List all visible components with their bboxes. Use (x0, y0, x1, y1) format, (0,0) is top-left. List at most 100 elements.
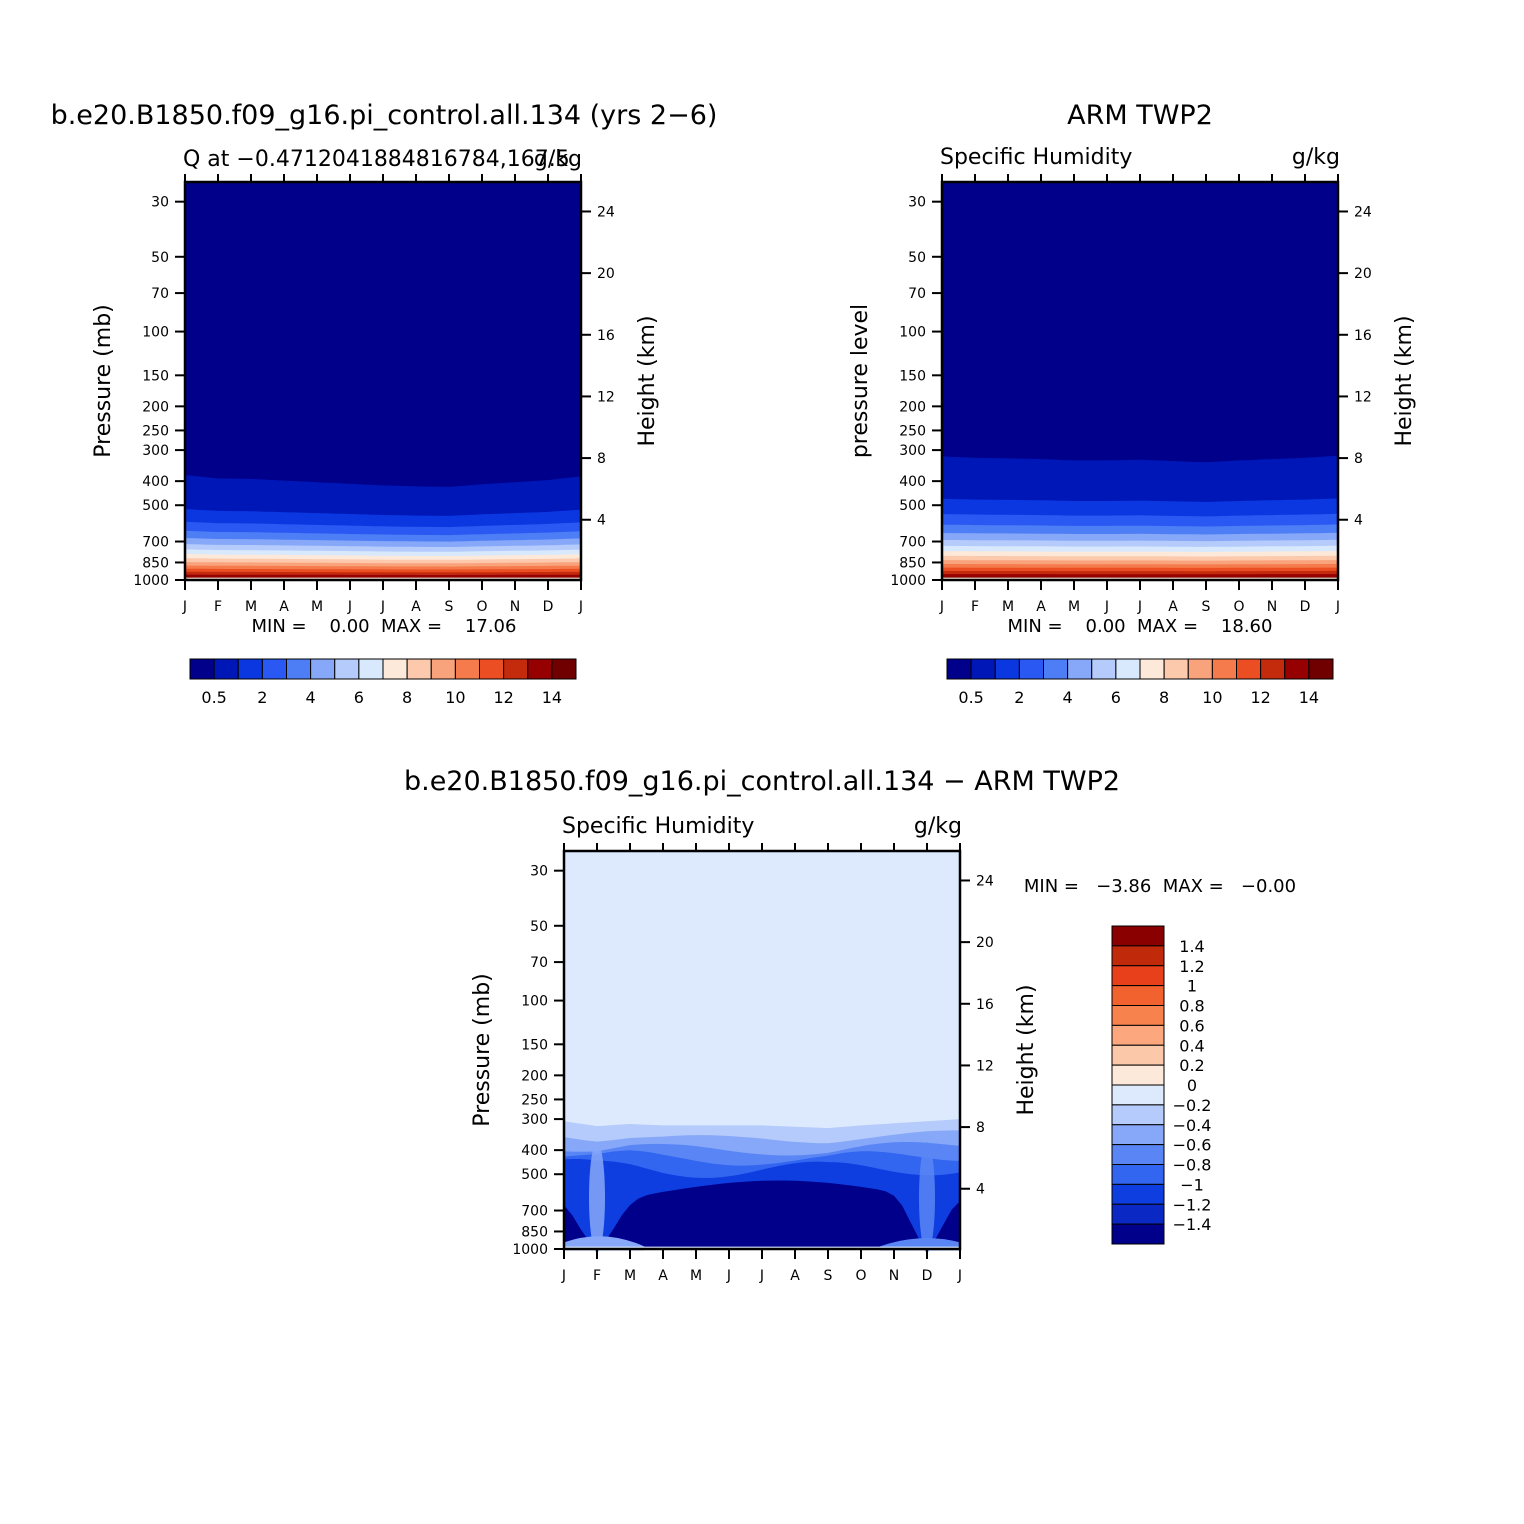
colorbar-swatch (1111, 1064, 1165, 1086)
colorbar-swatch (1111, 945, 1165, 967)
height-tick-label: 4 (976, 1182, 985, 1198)
pressure-tick-label: 70 (530, 955, 548, 971)
month-tick-label: J (578, 599, 583, 615)
panel-diff-title: b.e20.B1850.f09_g16.pi_control.all.134 −… (404, 766, 1120, 797)
panel-diff-field (564, 851, 960, 1253)
pressure-tick-label: 300 (899, 443, 926, 459)
colorbar-label: 1 (1187, 977, 1197, 996)
pressure-tick-label: 1000 (512, 1242, 548, 1258)
colorbar-label: −0.2 (1173, 1096, 1212, 1115)
colorbar-label: 10 (1202, 688, 1222, 707)
colorbar-swatch (213, 658, 239, 680)
panel-model: b.e20.B1850.f09_g16.pi_control.all.134 (… (51, 100, 718, 707)
colorbar-label: 0.5 (958, 688, 983, 707)
colorbar-label: 14 (1299, 688, 1319, 707)
panel-model-field (185, 182, 581, 580)
colorbar-label: 0 (1187, 1076, 1197, 1095)
height-tick-label: 20 (1354, 266, 1372, 282)
colorbar-swatch (1308, 658, 1334, 680)
pressure-tick-label: 70 (151, 286, 169, 302)
month-tick-label: O (1233, 599, 1244, 615)
colorbar-swatch (286, 658, 312, 680)
panel-obs-title: ARM TWP2 (1067, 100, 1213, 131)
colorbar-swatch (1111, 1124, 1165, 1146)
pressure-tick-label: 700 (899, 535, 926, 551)
month-tick-label: F (214, 599, 222, 615)
colorbar-swatch (1111, 965, 1165, 987)
height-tick-label: 20 (597, 266, 615, 282)
colorbar-swatch (334, 658, 360, 680)
month-tick-label: M (1002, 599, 1014, 615)
colorbar-label: 0.5 (201, 688, 226, 707)
colorbar-swatch (1163, 658, 1189, 680)
colorbar-swatch (551, 658, 577, 680)
panel-model-ylabel: Pressure (mb) (91, 304, 116, 458)
colorbar-swatch (1043, 658, 1069, 680)
colorbar-swatch (430, 658, 456, 680)
month-tick-label: J (1335, 599, 1340, 615)
colorbar-swatch (1111, 1223, 1165, 1245)
colorbar-swatch (1139, 658, 1165, 680)
colorbar-swatch (1111, 1005, 1165, 1026)
colorbar-swatch (1236, 658, 1262, 680)
colorbar-swatch (382, 658, 408, 680)
height-tick-label: 16 (597, 328, 615, 344)
height-tick-label: 12 (597, 389, 615, 405)
colorbar-label: 6 (1111, 688, 1121, 707)
colorbar-label: 0.4 (1179, 1036, 1204, 1055)
colorbar-swatch (1091, 658, 1117, 680)
colorbar-label: 12 (1250, 688, 1270, 707)
colorbar-label: 1.2 (1179, 957, 1204, 976)
month-tick-label: S (445, 599, 454, 615)
pressure-tick-label: 150 (521, 1037, 548, 1053)
panel-model-colorbar: 0.5 2 4 6 8 10 12 14 (189, 658, 577, 707)
height-tick-label: 8 (1354, 451, 1363, 467)
colorbar-swatch (946, 658, 972, 680)
pressure-tick-label: 400 (899, 474, 926, 490)
colorbar-swatch (503, 658, 529, 680)
colorbar-label: 0.6 (1179, 1016, 1204, 1035)
pressure-tick-label: 850 (142, 555, 169, 571)
month-tick-label: O (855, 1268, 866, 1284)
colorbar-label: 14 (542, 688, 562, 707)
colorbar-swatch (1018, 658, 1044, 680)
month-tick-label: O (476, 599, 487, 615)
month-tick-label: J (759, 1268, 764, 1284)
colorbar-swatch (310, 658, 336, 680)
colorbar-label: 12 (493, 688, 513, 707)
panel-model-title: b.e20.B1850.f09_g16.pi_control.all.134 (… (51, 100, 718, 131)
colorbar-swatch (1111, 1044, 1165, 1066)
colorbar-swatch (1111, 925, 1165, 947)
pressure-tick-label: 250 (521, 1092, 548, 1108)
pressure-tick-label: 250 (899, 423, 926, 439)
month-tick-label: A (1168, 599, 1178, 615)
colorbar-swatch (994, 658, 1020, 680)
colorbar-label: −0.6 (1173, 1136, 1212, 1155)
height-tick-label: 16 (976, 997, 994, 1013)
colorbar-label: −0.4 (1173, 1116, 1212, 1135)
colorbar-swatch (1111, 985, 1165, 1006)
pressure-tick-label: 50 (908, 250, 926, 266)
colorbar-label: 6 (354, 688, 364, 707)
colorbar-label: −1 (1180, 1175, 1204, 1194)
month-tick-label: S (1202, 599, 1211, 615)
contour-streak (589, 1142, 605, 1253)
colorbar-swatch (1111, 1183, 1165, 1205)
colorbar-swatch (406, 658, 432, 680)
colorbar-label: 2 (1014, 688, 1024, 707)
panel-diff-ylabel: Pressure (mb) (470, 973, 495, 1127)
colorbar-swatch (1111, 1084, 1165, 1106)
colorbar-swatch (1111, 1164, 1165, 1185)
height-tick-label: 24 (1354, 204, 1372, 220)
pressure-tick-label: 1000 (133, 573, 169, 589)
colorbar-label: 1.4 (1179, 937, 1204, 956)
panel-obs-colorbar: 0.5 2 4 6 8 10 12 14 (946, 658, 1334, 707)
panel-model-stats: MIN = 0.00 MAX = 17.06 (252, 616, 517, 637)
pressure-tick-label: 850 (521, 1224, 548, 1240)
pressure-tick-label: 500 (521, 1167, 548, 1183)
panel-diff-colorbar: 1.41.210.80.60.40.20−0.2−0.4−0.6−0.8−1−1… (1111, 925, 1212, 1245)
month-tick-label: J (726, 1268, 731, 1284)
colorbar-label: −1.2 (1173, 1195, 1212, 1214)
pressure-tick-label: 200 (899, 399, 926, 415)
colorbar-swatch (970, 658, 996, 680)
